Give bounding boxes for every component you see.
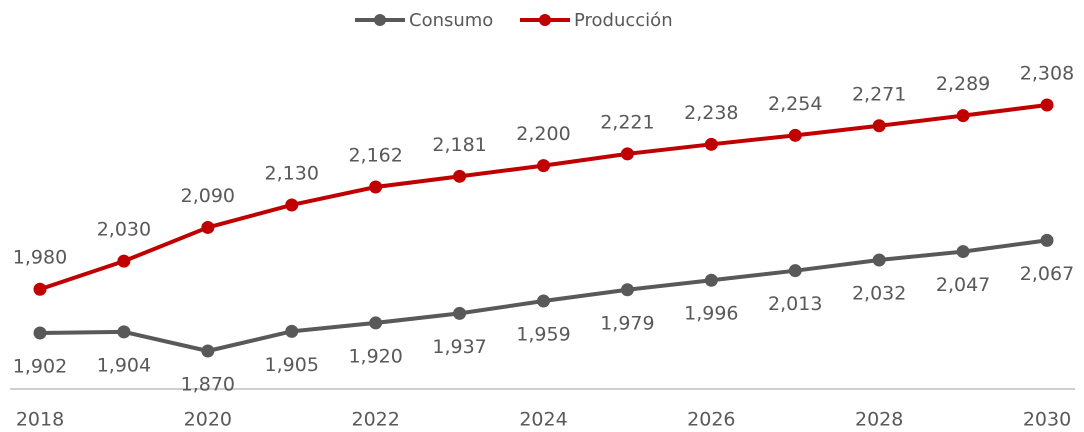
- data-label: 1,937: [432, 336, 486, 358]
- data-label: 2,130: [265, 162, 319, 184]
- data-point: [285, 324, 299, 338]
- data-label: 2,047: [936, 274, 990, 296]
- data-label: 2,200: [516, 123, 570, 145]
- data-point: [117, 325, 131, 339]
- data-label: 2,162: [348, 145, 402, 167]
- x-tick-label: 2018: [16, 409, 64, 431]
- data-label: 1,902: [13, 356, 67, 378]
- data-point: [956, 109, 970, 123]
- data-point: [453, 169, 467, 183]
- data-label: 1,959: [516, 324, 570, 346]
- legend-label: Producción: [574, 10, 673, 31]
- data-point: [788, 128, 802, 142]
- x-tick-label: 2022: [351, 409, 399, 431]
- data-label: 2,308: [1020, 63, 1074, 85]
- data-label: 1,904: [97, 354, 151, 376]
- data-point: [704, 137, 718, 151]
- x-tick-label: 2030: [1023, 409, 1071, 431]
- data-point: [369, 180, 383, 194]
- data-label: 2,254: [768, 93, 822, 115]
- data-label: 2,289: [936, 73, 990, 95]
- data-label: 1,905: [265, 354, 319, 376]
- data-point: [956, 245, 970, 259]
- data-label: 1,979: [600, 312, 654, 334]
- legend-marker: [374, 14, 386, 26]
- data-label: 2,090: [181, 185, 235, 207]
- data-label: 2,181: [432, 134, 486, 156]
- x-tick-label: 2020: [184, 409, 232, 431]
- data-label: 2,067: [1020, 263, 1074, 285]
- x-tick-label: 2028: [855, 409, 903, 431]
- data-point: [704, 273, 718, 287]
- data-point: [1040, 98, 1054, 112]
- data-point: [33, 282, 47, 296]
- data-label: 2,238: [684, 102, 738, 124]
- data-point: [872, 253, 886, 267]
- data-label: 2,032: [852, 283, 906, 305]
- data-point: [33, 326, 47, 340]
- data-point: [788, 264, 802, 278]
- data-label: 2,221: [600, 111, 654, 133]
- data-label: 2,271: [852, 83, 906, 105]
- data-point: [537, 294, 550, 308]
- legend-marker: [539, 14, 551, 26]
- data-label: 1,996: [684, 303, 738, 325]
- data-label: 2,030: [97, 219, 151, 241]
- x-tick-label: 2026: [687, 409, 735, 431]
- data-point: [537, 159, 550, 173]
- data-label: 1,980: [13, 247, 67, 269]
- data-point: [369, 316, 383, 330]
- data-point: [285, 198, 299, 212]
- data-point: [201, 220, 215, 234]
- data-label: 1,920: [348, 345, 402, 367]
- data-point: [620, 283, 634, 297]
- data-point: [620, 147, 634, 161]
- data-label: 1,870: [181, 374, 235, 396]
- data-point: [872, 119, 886, 133]
- data-point: [201, 344, 215, 358]
- legend-label: Consumo: [409, 10, 493, 31]
- data-point: [453, 306, 467, 320]
- data-point: [117, 254, 131, 268]
- data-label: 2,013: [768, 293, 822, 315]
- x-tick-label: 2024: [519, 409, 567, 431]
- data-point: [1040, 233, 1054, 247]
